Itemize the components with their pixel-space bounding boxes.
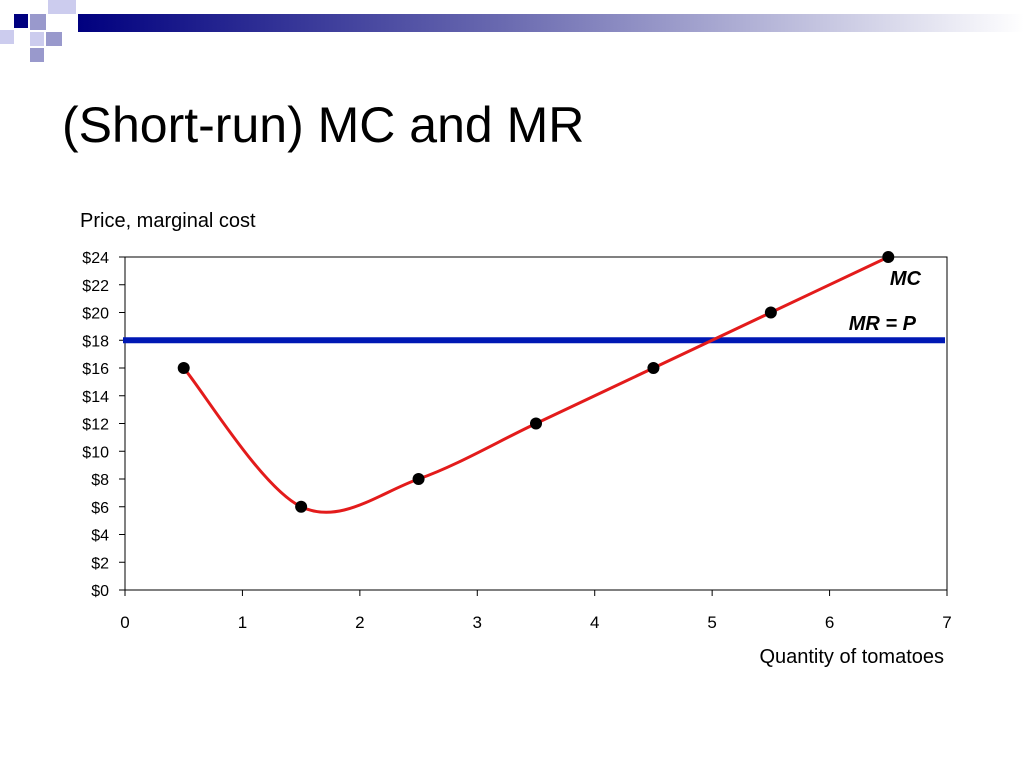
mc-curve-label: MC xyxy=(890,268,922,290)
deco-square xyxy=(30,14,46,30)
slide-title: (Short-run) MC and MR xyxy=(62,97,585,153)
y-axis-label: Price, marginal cost xyxy=(80,210,256,232)
deco-square xyxy=(30,32,44,46)
y-tick-label: $0 xyxy=(91,583,109,600)
mc-data-point xyxy=(882,251,895,263)
y-tick-label: $12 xyxy=(82,417,109,434)
x-tick-label: 2 xyxy=(355,613,364,632)
mc-data-point xyxy=(647,362,660,374)
y-tick-label: $20 xyxy=(82,306,109,323)
y-tick-label: $8 xyxy=(91,472,109,489)
x-tick-label: 0 xyxy=(120,613,129,632)
y-tick-label: $18 xyxy=(82,333,109,350)
x-axis-label: Quantity of tomatoes xyxy=(759,646,944,668)
deco-square xyxy=(30,48,44,62)
y-tick-label: $4 xyxy=(91,528,109,545)
mc-data-point xyxy=(295,500,308,513)
x-tick-label: 5 xyxy=(707,613,716,632)
deco-square xyxy=(48,0,62,14)
mr-line-label: MR = P xyxy=(849,313,917,335)
title-bar-decoration xyxy=(0,0,1024,62)
y-tick-label: $6 xyxy=(91,500,109,517)
deco-square xyxy=(46,32,62,46)
deco-square xyxy=(0,30,14,44)
y-tick-label: $22 xyxy=(82,278,109,295)
mc-data-point xyxy=(412,473,425,485)
x-tick-label: 7 xyxy=(942,613,951,632)
y-tick-label: $2 xyxy=(91,555,109,572)
y-tick-label: $24 xyxy=(82,250,109,267)
y-tick-label: $16 xyxy=(82,361,109,378)
deco-square xyxy=(14,14,28,28)
y-tick-label: $14 xyxy=(82,389,109,406)
mc-data-point xyxy=(177,362,190,374)
gradient-bar xyxy=(78,14,1024,32)
mc-data-point xyxy=(530,417,542,430)
y-tick-label: $10 xyxy=(82,444,109,461)
deco-square xyxy=(62,0,76,14)
x-tick-label: 1 xyxy=(238,613,247,632)
mc-data-point xyxy=(764,306,777,319)
x-tick-label: 6 xyxy=(825,613,834,632)
x-tick-label: 4 xyxy=(590,613,599,632)
x-tick-label: 3 xyxy=(473,613,482,632)
mc-curve xyxy=(182,255,889,514)
